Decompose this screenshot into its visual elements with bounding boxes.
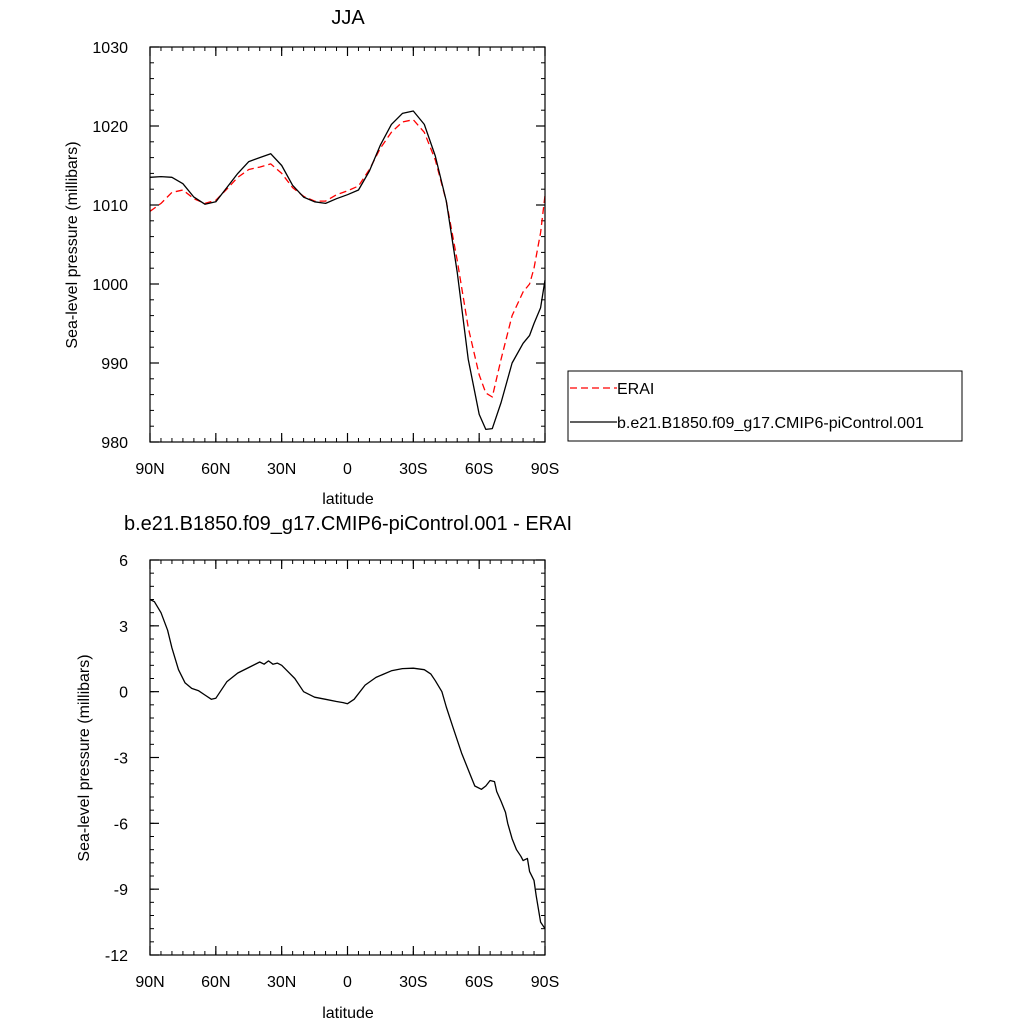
bottom-y-axis-label: Sea-level pressure (millibars) [76, 654, 93, 861]
bottom-plot-frame [149, 559, 546, 956]
top-x-tick-label: 90N [135, 461, 164, 478]
top-y-tick-label: 1020 [92, 119, 128, 136]
bottom-y-tick-label: 0 [119, 685, 128, 702]
bottom-series-line-0 [149, 598, 546, 930]
top-x-tick-label: 60N [201, 461, 230, 478]
bottom-chart-lines [149, 598, 546, 930]
bottom-chart-ticks [149, 559, 546, 956]
top-plot-frame [149, 46, 546, 443]
bottom-x-tick-label: 60N [201, 974, 230, 991]
bottom-y-tick-label: -9 [114, 882, 128, 899]
bottom-y-tick-label: -12 [105, 948, 128, 965]
top-chart-title: JJA [331, 7, 365, 29]
bottom-y-tick-label: -6 [114, 816, 128, 833]
top-x-tick-label: 60S [465, 461, 493, 478]
bottom-y-tick-label: 6 [119, 553, 128, 570]
bottom-y-tick-label: 3 [119, 619, 128, 636]
bottom-x-axis-label: latitude [322, 1005, 374, 1022]
bottom-y-tick-label: -3 [114, 751, 128, 768]
top-panel-sea-level-pressure: JJA 90N 60N 30N 0 30S 60S 90S 980 990 1000 1010 102… [64, 7, 963, 508]
legend-label-erai: ERAI [617, 381, 654, 398]
top-y-tick-label: 980 [101, 435, 128, 452]
legend: ERAI b.e21.B1850.f09_g17.CMIP6-piControl… [567, 370, 963, 442]
top-x-tick-label: 0 [343, 461, 352, 478]
top-x-axis-label: latitude [322, 491, 374, 508]
bottom-chart-tick-labels: 90N 60N 30N 0 30S 60S 90S -12 -9 -6 -3 0 3 6 [105, 553, 559, 991]
top-x-tick-label: 30N [267, 461, 296, 478]
legend-label-model: b.e21.B1850.f09_g17.CMIP6-piControl.001 [617, 415, 924, 432]
legend-box [567, 370, 963, 442]
top-x-tick-label: 30S [399, 461, 427, 478]
bottom-x-tick-label: 60S [465, 974, 493, 991]
bottom-x-tick-label: 0 [343, 974, 352, 991]
top-y-tick-label: 1010 [92, 198, 128, 215]
top-y-tick-label: 1000 [92, 277, 128, 294]
top-y-axis-label: Sea-level pressure (millibars) [64, 141, 81, 348]
top-x-tick-label: 90S [531, 461, 559, 478]
bottom-x-tick-label: 30S [399, 974, 427, 991]
bottom-x-tick-label: 30N [267, 974, 296, 991]
bottom-chart-title: b.e21.B1850.f09_g17.CMIP6-piControl.001 … [124, 513, 572, 535]
top-chart-lines [149, 110, 546, 431]
top-y-tick-label: 990 [101, 356, 128, 373]
bottom-x-tick-label: 90S [531, 974, 559, 991]
bottom-panel-difference: b.e21.B1850.f09_g17.CMIP6-piControl.001 … [76, 513, 572, 1022]
top-chart-ticks [149, 46, 546, 443]
top-chart-tick-labels: 90N 60N 30N 0 30S 60S 90S 980 990 1000 1010 1020 103… [92, 40, 559, 478]
top-series-line-1 [149, 110, 546, 431]
top-series-line-0 [149, 119, 546, 398]
bottom-x-tick-label: 90N [135, 974, 164, 991]
top-y-tick-label: 1030 [92, 40, 128, 57]
